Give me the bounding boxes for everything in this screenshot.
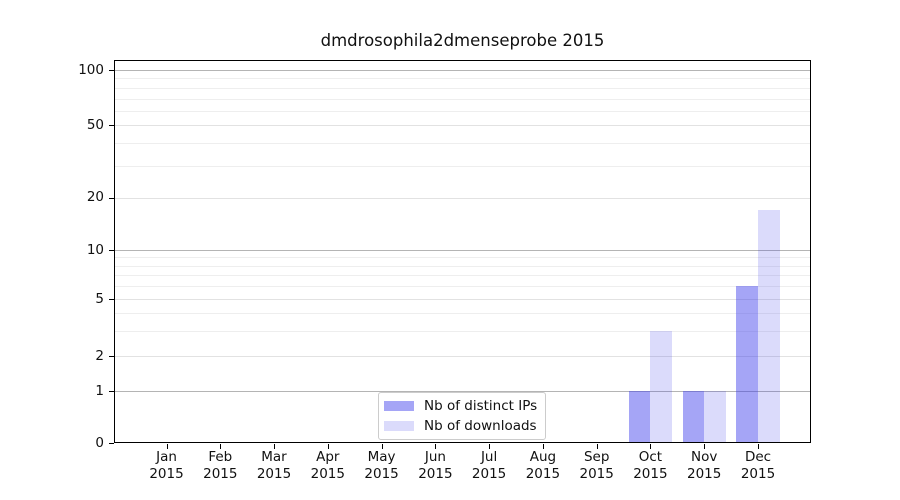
gridline — [115, 356, 810, 357]
bar-distinct-ips — [682, 391, 705, 443]
x-tick-label: Mar 2015 — [242, 449, 306, 483]
gridline — [115, 98, 810, 100]
x-tick-mark — [758, 444, 759, 449]
gridline — [115, 87, 810, 89]
x-tick-month: Oct — [638, 449, 663, 465]
x-tick-label: Oct 2015 — [618, 449, 682, 483]
gridline — [115, 250, 810, 251]
x-tick-label: Jul 2015 — [457, 449, 521, 483]
y-tick-label: 5 — [95, 290, 104, 307]
x-tick-month: Jul — [480, 449, 498, 465]
bar-downloads — [650, 330, 672, 443]
x-tick-year: 2015 — [525, 466, 561, 482]
x-tick-year: 2015 — [418, 466, 453, 482]
x-tick-year: 2015 — [579, 466, 614, 482]
y-tick-label: 1 — [95, 382, 104, 399]
bar-distinct-ips — [736, 286, 758, 443]
x-tick-label: Aug 2015 — [511, 449, 575, 483]
x-tick-label: Jun 2015 — [403, 449, 467, 483]
gridline — [115, 299, 810, 300]
x-tick-mark — [327, 444, 329, 449]
gridline — [115, 286, 810, 288]
x-tick-year: 2015 — [203, 466, 238, 482]
x-tick-year: 2015 — [633, 466, 668, 482]
gridline — [115, 142, 810, 144]
bar-downloads — [704, 391, 726, 443]
plot-area — [114, 60, 811, 443]
x-tick-month: Aug — [529, 449, 557, 465]
y-tick-mark — [109, 356, 114, 357]
x-tick-label: Nov 2015 — [672, 449, 736, 483]
bar-distinct-ips — [628, 391, 651, 443]
x-tick-month: Nov — [691, 449, 718, 465]
legend-item: Nb of downloads — [384, 418, 537, 434]
legend-label: Nb of downloads — [424, 418, 537, 434]
gridline — [115, 391, 810, 392]
x-tick-mark — [596, 444, 598, 449]
y-tick-label: 2 — [95, 347, 104, 364]
x-tick-month: Dec — [744, 449, 772, 465]
gridline — [115, 78, 810, 80]
gridline — [115, 275, 810, 277]
y-tick-mark — [109, 443, 114, 444]
x-tick-year: 2015 — [740, 466, 776, 482]
x-tick-year: 2015 — [471, 466, 507, 482]
x-tick-mark — [542, 444, 544, 449]
legend-swatch-distinct-ips — [384, 401, 414, 411]
gridline — [115, 265, 810, 267]
y-tick-label: 100 — [78, 61, 104, 78]
gridline — [115, 165, 810, 167]
x-tick-year: 2015 — [687, 466, 722, 482]
x-tick-month: Jan — [156, 449, 177, 465]
y-tick-label: 10 — [86, 241, 104, 258]
bar-downloads — [758, 210, 780, 443]
chart-title: dmdrosophila2dmenseprobe 2015 — [320, 31, 605, 50]
x-tick-year: 2015 — [310, 466, 345, 482]
x-tick-mark — [166, 444, 168, 449]
legend-label: Nb of distinct IPs — [424, 398, 538, 414]
legend-swatch-downloads — [384, 421, 414, 431]
x-tick-mark — [489, 444, 491, 449]
x-tick-label: May 2015 — [350, 449, 414, 483]
x-tick-label: Dec 2015 — [726, 449, 790, 483]
y-tick-label: 20 — [86, 189, 104, 206]
y-tick-mark — [109, 125, 114, 127]
x-tick-year: 2015 — [256, 466, 292, 482]
gridline — [115, 257, 810, 259]
gridline — [115, 330, 810, 332]
x-tick-mark — [220, 444, 222, 449]
x-tick-mark — [381, 444, 383, 449]
x-tick-label: Sep 2015 — [565, 449, 629, 483]
x-tick-year: 2015 — [364, 466, 399, 482]
x-tick-mark — [650, 444, 652, 449]
y-tick-mark — [109, 197, 114, 199]
x-tick-label: Feb 2015 — [188, 449, 252, 483]
x-tick-mark — [274, 444, 275, 449]
x-tick-mark — [704, 444, 706, 449]
gridline — [115, 312, 810, 314]
y-tick-mark — [109, 250, 114, 251]
x-tick-label: Jan 2015 — [135, 449, 199, 483]
y-tick-label: 50 — [86, 116, 104, 133]
x-tick-year: 2015 — [149, 466, 184, 482]
gridline — [115, 110, 810, 112]
x-tick-month: May — [367, 449, 396, 465]
gridline — [115, 125, 810, 127]
x-tick-month: Feb — [208, 449, 233, 465]
x-tick-mark — [435, 444, 437, 449]
x-tick-label: Apr 2015 — [296, 449, 360, 483]
x-tick-month: Sep — [583, 449, 610, 465]
gridline — [115, 70, 810, 71]
y-tick-mark — [109, 70, 114, 71]
x-tick-month: Jun — [424, 449, 446, 465]
legend: Nb of distinct IPs Nb of downloads — [378, 392, 547, 440]
y-tick-mark — [109, 391, 114, 392]
y-tick-label: 0 — [95, 434, 104, 451]
x-tick-month: Apr — [316, 449, 340, 465]
y-tick-mark — [109, 299, 114, 300]
legend-item: Nb of distinct IPs — [384, 398, 537, 414]
x-tick-month: Mar — [261, 449, 287, 465]
gridline — [115, 197, 810, 199]
